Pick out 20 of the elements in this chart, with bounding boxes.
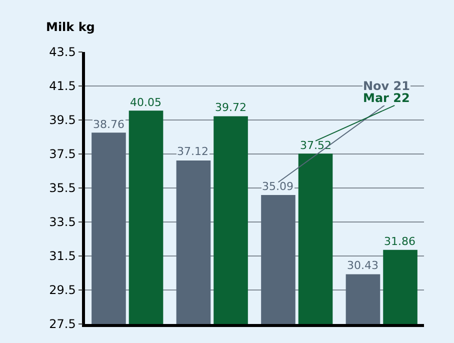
- data-label: 31.86: [384, 235, 416, 248]
- text: Nov 21: [363, 79, 410, 93]
- data-label: 39.72: [215, 101, 246, 114]
- data-label: 37.52: [300, 139, 332, 152]
- y-tick-label: 35.5: [49, 181, 76, 196]
- data-label: 30.43: [347, 259, 378, 272]
- data-label: 35.09: [262, 180, 294, 193]
- y-tick-label: 31.5: [49, 249, 76, 264]
- y-tick-label: 29.5: [49, 283, 76, 298]
- y-tick-label: 41.5: [49, 79, 76, 94]
- y-tick-label: 33.5: [49, 215, 76, 230]
- y-tick-label: 39.5: [49, 113, 76, 128]
- y-tick-label: 43.5: [49, 45, 76, 60]
- y-tick-label: 37.5: [49, 147, 76, 162]
- text: Mar 22: [363, 91, 410, 105]
- data-label: 40.05: [130, 96, 162, 109]
- y-axis-title: Milk kg: [46, 20, 95, 34]
- data-label: 37.12: [177, 145, 208, 158]
- y-tick-label: 27.5: [49, 317, 76, 332]
- data-label: 38.76: [93, 118, 124, 131]
